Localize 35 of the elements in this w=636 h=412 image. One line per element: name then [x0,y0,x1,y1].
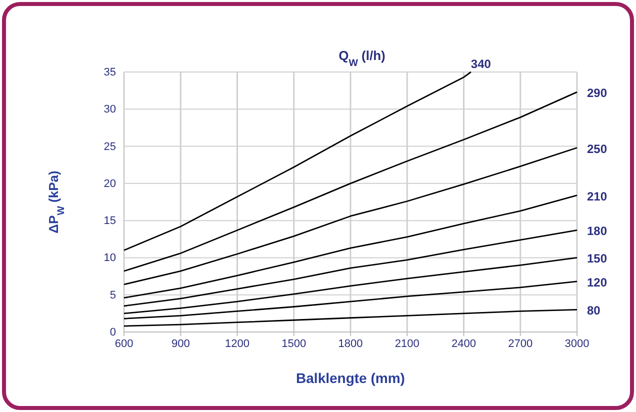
series-label: 120 [587,275,608,290]
y-tick-label: 15 [104,215,116,228]
x-axis-title: Balklengte (mm) [296,370,405,386]
line-series [123,280,578,320]
line-series [123,147,578,286]
x-tick-label: 900 [171,338,190,350]
series-label: 180 [587,224,608,238]
y-tick-label: 10 [104,252,116,264]
x-tick-label: 1800 [338,338,363,350]
y-tick-label: 25 [104,140,116,153]
y-tick-label: 30 [104,104,116,116]
line-series [123,309,578,327]
line-series [123,91,578,272]
y-tick-label: 35 [104,66,116,79]
x-tick-label: 600 [114,338,134,350]
series-label: 340 [470,57,492,71]
y-tick-label: 5 [110,289,116,302]
series-label: 250 [587,142,608,156]
line-series [123,230,578,307]
x-tick-label: 2700 [508,338,533,350]
x-tick-label: 1200 [225,338,250,350]
series-label: 210 [587,189,608,204]
x-tick-label: 2400 [452,338,476,350]
series-label: 290 [587,86,608,100]
line-series [123,71,472,251]
y-tick-label: 0 [110,326,116,339]
line-series [123,194,578,299]
x-tick-label: 3000 [564,338,590,350]
x-tick-label: 1500 [282,338,306,350]
x-tick-label: 2100 [394,338,420,350]
series-label: 80 [587,304,601,318]
legend-title: Q$_{W}$ (l/h) [338,48,386,68]
series-label: 150 [587,252,608,266]
y-tick-label: 20 [104,178,116,190]
line-series [123,257,578,314]
